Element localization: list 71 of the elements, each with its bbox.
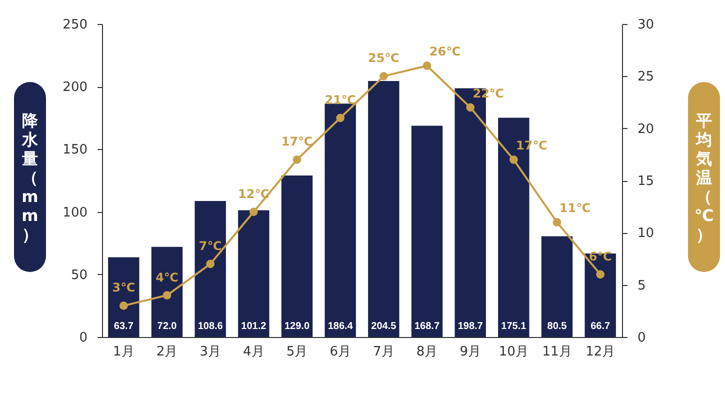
y2-tick-label: 5 [638,278,646,294]
x-tick-label: 11月 [542,344,572,360]
y-axis-title: 降水量（mm） [22,110,38,244]
data-label: 3℃ [112,280,136,295]
bar [541,236,573,337]
y-tick-label: 100 [62,205,88,220]
point [249,208,258,216]
data-label: 21℃ [324,92,356,107]
y2-tick-label: 15 [638,174,654,189]
data-label: 12℃ [238,186,270,201]
data-label: 17℃ [281,134,313,149]
bar [281,175,313,337]
data-label: 80.5 [547,321,568,332]
bar [194,201,226,337]
point [162,291,172,300]
data-label: 72.0 [157,321,178,332]
y-tick-label: 0 [79,330,88,346]
y2-tick-label: 0 [638,330,646,346]
data-label: 175.1 [501,321,527,332]
x-tick-label: 8月 [416,344,438,360]
data-label: 11℃ [559,201,591,216]
bar [411,126,443,337]
y2-tick-label: 25 [638,70,654,85]
x-tick-label: 7月 [373,344,394,360]
point [336,114,345,122]
y-tick-label: 150 [62,142,88,158]
x-tick-label: 9月 [460,344,481,360]
x-tick-label: 1月 [113,344,134,360]
data-label: 7℃ [198,238,222,253]
data-label: 26℃ [429,44,461,59]
data-label: 4℃ [156,270,178,284]
point [552,218,562,226]
x-tick-label: 3月 [200,344,221,360]
data-label: 204.5 [371,321,397,332]
data-label: 198.7 [458,321,484,332]
y-tick-label: 250 [62,18,88,32]
point [509,155,518,164]
bar [151,246,183,337]
data-label: 25℃ [368,51,400,66]
bar [324,104,356,337]
point [596,270,605,279]
data-label: 186.4 [328,321,354,332]
x-tick-label: 6月 [330,344,351,360]
x-tick-label: 2月 [156,344,178,360]
x-tick-label: 5月 [286,344,308,360]
data-label: 66.7 [590,321,610,332]
y2-tick-label: 20 [638,122,654,137]
data-label: 129.0 [284,321,310,332]
y-tick-label: 200 [62,80,88,96]
y2-axis-title: 平均気温（℃） [694,110,714,244]
y2-tick-label: 30 [638,18,654,32]
data-label: 108.6 [198,321,224,332]
y-tick-label: 50 [70,268,88,283]
bar [584,253,616,337]
x-tick-label: 12月 [586,344,616,360]
point [379,72,388,80]
x-tick-label: 4月 [243,344,264,360]
x-tick-label: 10月 [498,344,528,360]
bar [108,257,140,337]
point [119,302,128,310]
point [466,103,475,112]
point [206,260,215,268]
point [422,62,432,70]
data-label: 168.7 [414,321,440,332]
data-label: 6℃ [588,249,612,264]
data-label: 101.2 [241,321,267,332]
point [292,155,302,164]
bar [238,210,270,337]
bar [368,80,400,337]
data-label: 63.7 [114,321,134,332]
y2-tick-label: 10 [638,226,654,242]
